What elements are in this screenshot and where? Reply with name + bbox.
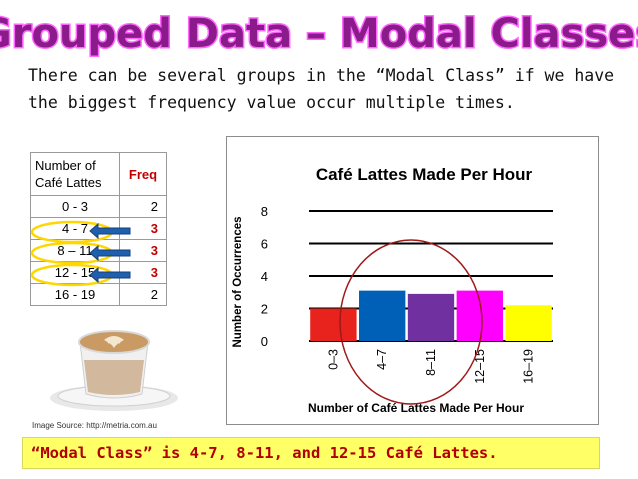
class-cell: 4 - 7 — [30, 217, 120, 240]
y-tick-label: 0 — [261, 334, 268, 349]
page-title: Grouped Data – Modal Classes — [0, 10, 638, 59]
chart-title: Café Lattes Made Per Hour — [316, 165, 533, 184]
freq-cell: 2 — [119, 195, 167, 218]
table-row: 12 - 15 3 — [30, 261, 167, 284]
chart-bars — [310, 290, 552, 341]
header-class-line-1: Number of — [35, 158, 96, 173]
x-tick-label: 8–11 — [424, 349, 438, 376]
class-cell: 8 – 11 — [30, 239, 120, 262]
class-cell: 0 - 3 — [30, 195, 120, 218]
table-header-row: Number of Café Lattes Freq — [30, 152, 167, 196]
freq-cell: 3 — [119, 217, 167, 240]
chart-frame — [226, 136, 599, 425]
x-tick-label: 4–7 — [375, 349, 389, 370]
intro-line-1: There can be several groups in the “Moda… — [28, 66, 615, 85]
table-row: 4 - 7 3 — [30, 217, 167, 240]
header-class-line-2: Café Lattes — [35, 175, 102, 190]
chart-y-axis-label: Number of Occurrences — [232, 216, 244, 347]
table-row: 0 - 3 2 — [30, 195, 167, 218]
freq-cell: 3 — [119, 261, 167, 284]
latte-cup-image — [50, 330, 178, 411]
y-tick-label: 4 — [261, 269, 268, 284]
bar — [407, 293, 455, 341]
table-row: 8 – 11 3 — [30, 239, 167, 262]
bar — [310, 308, 357, 341]
modal-class-circle — [339, 239, 483, 405]
freq-cell: 2 — [119, 283, 167, 306]
y-tick-label: 6 — [261, 237, 268, 252]
bar — [505, 305, 552, 341]
bar-chart: Café Lattes Made Per Hour 0 2 4 6 8 0–3 4–7 8–… — [232, 165, 553, 415]
class-cell: 16 - 19 — [30, 283, 120, 306]
image-source-caption: Image Source: http://metria.com.au — [32, 421, 157, 430]
y-tick-label: 2 — [261, 302, 268, 317]
conclusion-banner: “Modal Class” is 4-7, 8-11, and 12-15 Ca… — [22, 437, 600, 469]
table-row: 16 - 19 2 — [30, 283, 167, 306]
chart-y-ticks: 0 2 4 6 8 — [261, 204, 268, 349]
frequency-table: Number of Café Lattes Freq 0 - 3 2 4 - 7… — [30, 152, 167, 306]
x-tick-label: 12–15 — [473, 349, 487, 384]
table-header-freq: Freq — [119, 152, 167, 196]
x-tick-label: 0–3 — [326, 349, 340, 370]
page-title-text: Grouped Data – Modal Classes — [0, 11, 638, 57]
intro-line-2: the biggest frequency value occur multip… — [28, 93, 515, 112]
bar — [359, 290, 406, 341]
freq-cell: 3 — [119, 239, 167, 262]
y-tick-label: 8 — [261, 204, 268, 219]
chart-x-ticks: 0–3 4–7 8–11 12–15 16–19 — [326, 349, 535, 384]
x-tick-label: 16–19 — [522, 349, 536, 384]
class-cell: 12 - 15 — [30, 261, 120, 284]
chart-x-axis-label: Number of Café Lattes Made Per Hour — [308, 401, 524, 415]
table-header-class: Number of Café Lattes — [30, 152, 120, 196]
